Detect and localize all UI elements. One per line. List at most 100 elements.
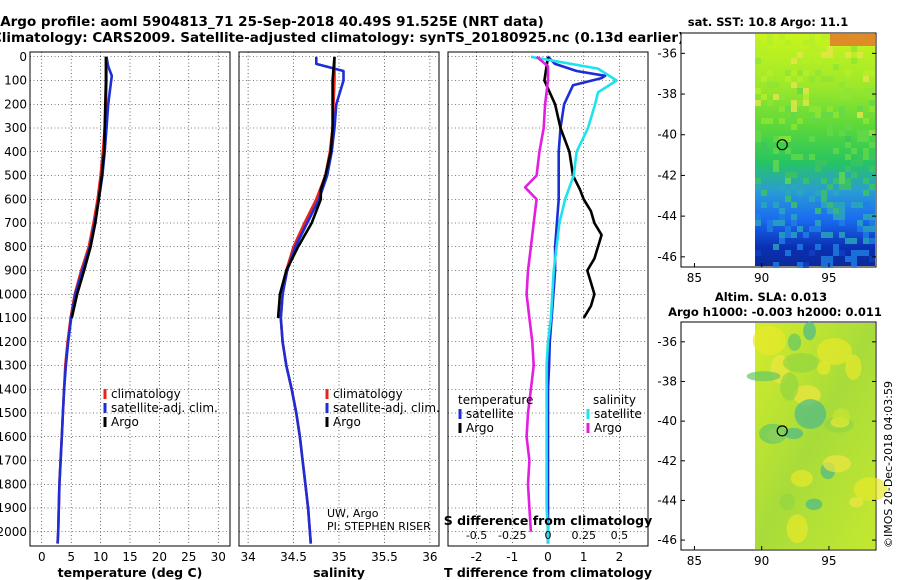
sla-texture	[746, 321, 888, 544]
sla-blob	[803, 321, 816, 341]
sst-cell	[791, 112, 797, 118]
sst-cell	[863, 148, 869, 154]
sst-cell	[863, 202, 869, 208]
sst-cell	[773, 148, 779, 154]
sla-blob	[780, 372, 799, 401]
y-tick-label: 1600	[0, 430, 27, 444]
sst-cell	[869, 238, 875, 244]
y-tick-label: 500	[4, 169, 27, 183]
sst-cell	[845, 184, 851, 190]
sst-cell	[863, 136, 869, 142]
sst-texture	[755, 34, 875, 268]
sst-cell	[761, 202, 767, 208]
sst-cell	[767, 118, 773, 124]
sst-cell	[815, 202, 821, 208]
sst-cell	[863, 130, 869, 136]
sst-cell	[827, 124, 833, 130]
y-tick-label: 1400	[0, 382, 27, 396]
map-x-tick-label: 90	[754, 271, 769, 285]
sst-cell	[785, 136, 791, 142]
sst-cell	[803, 70, 809, 76]
sla-map-subtitle: Argo h1000: -0.003 h2000: 0.011	[668, 305, 882, 319]
sst-cell	[839, 106, 845, 112]
sst-cell	[857, 112, 863, 118]
sst-cell	[779, 136, 785, 142]
sst-cell	[827, 46, 833, 52]
x-axis-label: salinity	[313, 565, 365, 580]
x-tick-label-secondary: 0	[545, 529, 552, 542]
sst-cell	[785, 76, 791, 82]
sst-cell	[845, 166, 851, 172]
sst-cell	[863, 154, 869, 160]
plot-frame	[29, 51, 231, 547]
sst-cell	[761, 76, 767, 82]
sla-blob	[845, 354, 862, 380]
sst-cell	[821, 112, 827, 118]
sst-cell	[869, 70, 875, 76]
argo-position-marker	[776, 425, 788, 437]
sst-cell	[851, 238, 857, 244]
sst-cell	[845, 238, 851, 244]
sst-cell	[785, 70, 791, 76]
sst-cell	[821, 190, 827, 196]
y-tick-label: 1900	[0, 501, 27, 515]
sst-cell	[773, 136, 779, 142]
x-tick-label: -2	[471, 550, 483, 564]
sst-cell	[863, 88, 869, 94]
sst-cell	[863, 190, 869, 196]
sst-cell	[779, 232, 785, 238]
sla-blob	[787, 333, 802, 351]
map-x-tick-label: 85	[687, 271, 702, 285]
sst-cell	[785, 196, 791, 202]
x-tick-label-secondary: 0.25	[571, 529, 596, 542]
x-tick-label: 34	[240, 550, 255, 564]
sst-cell	[833, 202, 839, 208]
sst-cell	[809, 46, 815, 52]
sst-cell	[779, 220, 785, 226]
sst-map-title: sat. SST: 10.8 Argo: 11.1	[688, 15, 848, 29]
sst-cell	[803, 154, 809, 160]
sst-cell	[851, 202, 857, 208]
x-tick-label: 1	[580, 550, 588, 564]
sst-cell	[869, 88, 875, 94]
sst-cell	[809, 154, 815, 160]
sst-cell	[839, 202, 845, 208]
sst-cell	[815, 166, 821, 172]
sla-blob	[790, 469, 813, 487]
sst-cell	[851, 256, 857, 262]
sst-cell	[791, 100, 797, 106]
sst-cell	[791, 154, 797, 160]
map-y-tick-label: -44	[657, 209, 677, 223]
series-line-s-satellite	[530, 55, 618, 544]
sst-cell	[851, 172, 857, 178]
sst-cell	[869, 166, 875, 172]
sst-cell	[767, 100, 773, 106]
sst-cell	[809, 250, 815, 256]
sst-cell	[821, 202, 827, 208]
y-tick-label: 1100	[0, 311, 27, 325]
map-y-tick-label: -42	[657, 454, 677, 468]
sla-blob	[758, 423, 787, 444]
sst-cell	[797, 52, 803, 58]
x-tick-label: 0	[544, 550, 552, 564]
sst-cell	[785, 190, 791, 196]
x-axis-label-secondary: S difference from climatology	[444, 513, 653, 528]
sst-cell	[869, 184, 875, 190]
sst-cell	[821, 160, 827, 166]
sst-cell	[833, 148, 839, 154]
sst-cell	[791, 214, 797, 220]
sst-cell	[857, 226, 863, 232]
x-axis-label: T difference from climatology	[444, 565, 652, 580]
sst-cell	[869, 106, 875, 112]
sst-cell	[761, 148, 767, 154]
sla-blob	[752, 325, 786, 356]
sst-cell	[827, 130, 833, 136]
legend-label: climatology	[111, 387, 181, 401]
x-tick-label: 0	[38, 550, 46, 564]
series-line-argo	[70, 56, 108, 319]
sst-cell	[761, 118, 767, 124]
sst-cell	[839, 232, 845, 238]
map-y-tick-label: -46	[657, 250, 677, 264]
sst-cell	[815, 160, 821, 166]
legend-label: Argo	[333, 415, 361, 429]
